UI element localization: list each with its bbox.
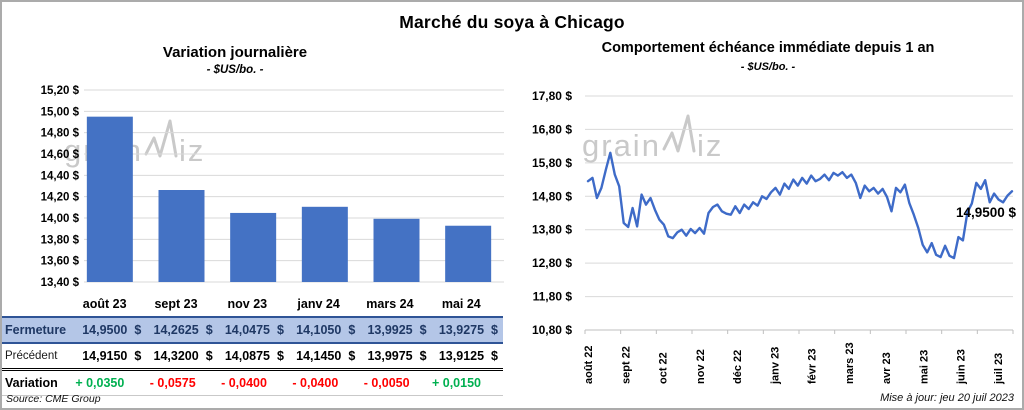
y-tick-label: 14,40 $ xyxy=(41,170,80,182)
month-header: janv 24 xyxy=(297,297,340,311)
x-tick-label: oct 22 xyxy=(658,352,670,384)
table-cell: 14,0475 $ xyxy=(217,316,289,344)
table-cell: 14,1050 $ xyxy=(288,316,361,344)
y-tick-label: 16,80 $ xyxy=(532,122,572,136)
x-tick-label: janv 23 xyxy=(769,347,781,385)
y-tick-label: 14,20 $ xyxy=(41,192,80,204)
month-header: août 23 xyxy=(82,297,127,311)
y-tick-label: 13,40 $ xyxy=(41,277,80,289)
bar xyxy=(86,116,133,283)
front-month-panel: Comportement échéance immédiate depuis 1… xyxy=(512,0,1024,410)
table-cell: 13,9275 $ xyxy=(431,316,503,344)
grainwiz-watermark: grain iz xyxy=(582,113,723,161)
y-tick-label: 12,80 $ xyxy=(532,256,572,270)
row-label: Fermeture xyxy=(1,316,76,344)
month-header: mars 24 xyxy=(366,297,414,311)
table-cell: + 0,0350 xyxy=(75,369,147,396)
table-row-close: Fermeture 14,9500 $14,2625 $14,0475 $14,1050… xyxy=(1,316,503,344)
y-tick-label: 11,80 $ xyxy=(533,290,573,304)
bar xyxy=(230,212,277,282)
x-tick-label: sept 22 xyxy=(620,346,632,384)
table-cell: + 0,0150 xyxy=(431,369,503,396)
table-cell: - 0,0575 xyxy=(146,369,218,396)
table-cell: 14,1450 $ xyxy=(288,343,361,371)
table-cell: - 0,0400 xyxy=(288,369,361,396)
row-label: Précédent xyxy=(1,343,76,371)
watermark-text-right-2: iz xyxy=(696,128,724,163)
x-tick-label: mai 23 xyxy=(918,350,930,384)
month-header: sept 23 xyxy=(154,297,198,311)
y-tick-label: 13,80 $ xyxy=(532,223,572,237)
x-tick-label: déc 22 xyxy=(732,350,744,384)
table-cell: 14,3200 $ xyxy=(146,343,218,371)
bar xyxy=(158,190,205,282)
bar xyxy=(373,218,420,282)
y-tick-label: 13,60 $ xyxy=(41,256,80,268)
x-tick-label: août 22 xyxy=(583,345,595,384)
last-price-label: 14,9500 $ xyxy=(955,205,1016,220)
daily-variation-bar-chart: 15,20 $ 15,00 $ 14,80 $ 14,60 $ 14,40 $ 14,20… xyxy=(41,85,504,289)
y-tick-label: 17,80 $ xyxy=(532,89,572,103)
x-tick-label: juil 23 xyxy=(993,353,1005,385)
table-row-var: Variation + 0,0350- 0,0575- 0,0400- 0,040… xyxy=(1,369,503,396)
source-note: Source: CME Group xyxy=(6,393,101,405)
watermark-text-left-2: iz xyxy=(178,133,206,168)
line-chart-subtitle: - $US/bo. - xyxy=(740,61,796,73)
y-tick-label: 15,80 $ xyxy=(532,156,572,170)
prices-table: août 23 sept 23 nov 23 janv 24 mars 24 mai 24… xyxy=(1,292,503,396)
x-tick-label: nov 22 xyxy=(695,349,707,384)
y-tick-label: 10,80 $ xyxy=(532,323,572,337)
month-header: nov 23 xyxy=(227,297,268,311)
watermark-zigzag-icon xyxy=(662,114,696,153)
y-tick-label: 15,00 $ xyxy=(41,106,80,118)
bar-chart-title: Variation journalière xyxy=(162,44,308,61)
table-cell: 13,9125 $ xyxy=(431,343,503,371)
x-tick-label: juin 23 xyxy=(956,349,968,385)
bar xyxy=(301,206,348,282)
y-tick-label: 14,00 $ xyxy=(41,213,80,225)
table-cell: 14,9500 $ xyxy=(75,316,147,344)
table-header-row: août 23 sept 23 nov 23 janv 24 mars 24 mai 24 xyxy=(1,292,503,317)
page-title: Marché du soya à Chicago xyxy=(399,12,625,32)
y-tick-label: 14,60 $ xyxy=(41,149,80,161)
x-tick-label: févr 23 xyxy=(807,349,819,384)
price-line xyxy=(586,151,1014,260)
front-month-line-chart: 17,80 $ 16,80 $ 15,80 $ 14,80 $ 13,80 $ 12,80… xyxy=(532,89,1014,385)
table-row-prev: Précédent 14,9150 $14,3200 $14,0875 $14,1450… xyxy=(1,343,503,371)
daily-variation-panel: Variation journalière - $US/bo. - grain … xyxy=(1,44,504,405)
y-tick-label: 13,80 $ xyxy=(41,234,80,246)
table-cell: 14,9150 $ xyxy=(75,343,147,371)
month-header xyxy=(1,292,75,317)
x-tick-label: mars 23 xyxy=(844,342,856,384)
table-cell: - 0,0050 xyxy=(360,369,432,396)
updated-note: Mise à jour: jeu 20 juil 2023 xyxy=(880,392,1014,404)
month-header: mai 24 xyxy=(441,297,481,311)
table-cell: 14,0875 $ xyxy=(217,343,289,371)
bar xyxy=(445,225,492,282)
line-chart-title: Comportement échéance immédiate depuis 1… xyxy=(601,40,935,56)
x-tick-label: avr 23 xyxy=(881,352,893,384)
row-label: Variation xyxy=(1,369,76,396)
table-cell: 14,2625 $ xyxy=(146,316,218,344)
watermark-text-right-1: grain xyxy=(582,128,661,163)
bar-chart-subtitle: - $US/bo. - xyxy=(206,64,264,76)
y-tick-label: 14,80 $ xyxy=(532,189,572,203)
table-cell: - 0,0400 xyxy=(217,369,289,396)
table-cell: 13,9925 $ xyxy=(360,316,432,344)
y-tick-label: 14,80 $ xyxy=(41,128,80,140)
y-tick-label: 15,20 $ xyxy=(41,85,80,97)
table-cell: 13,9975 $ xyxy=(360,343,432,371)
